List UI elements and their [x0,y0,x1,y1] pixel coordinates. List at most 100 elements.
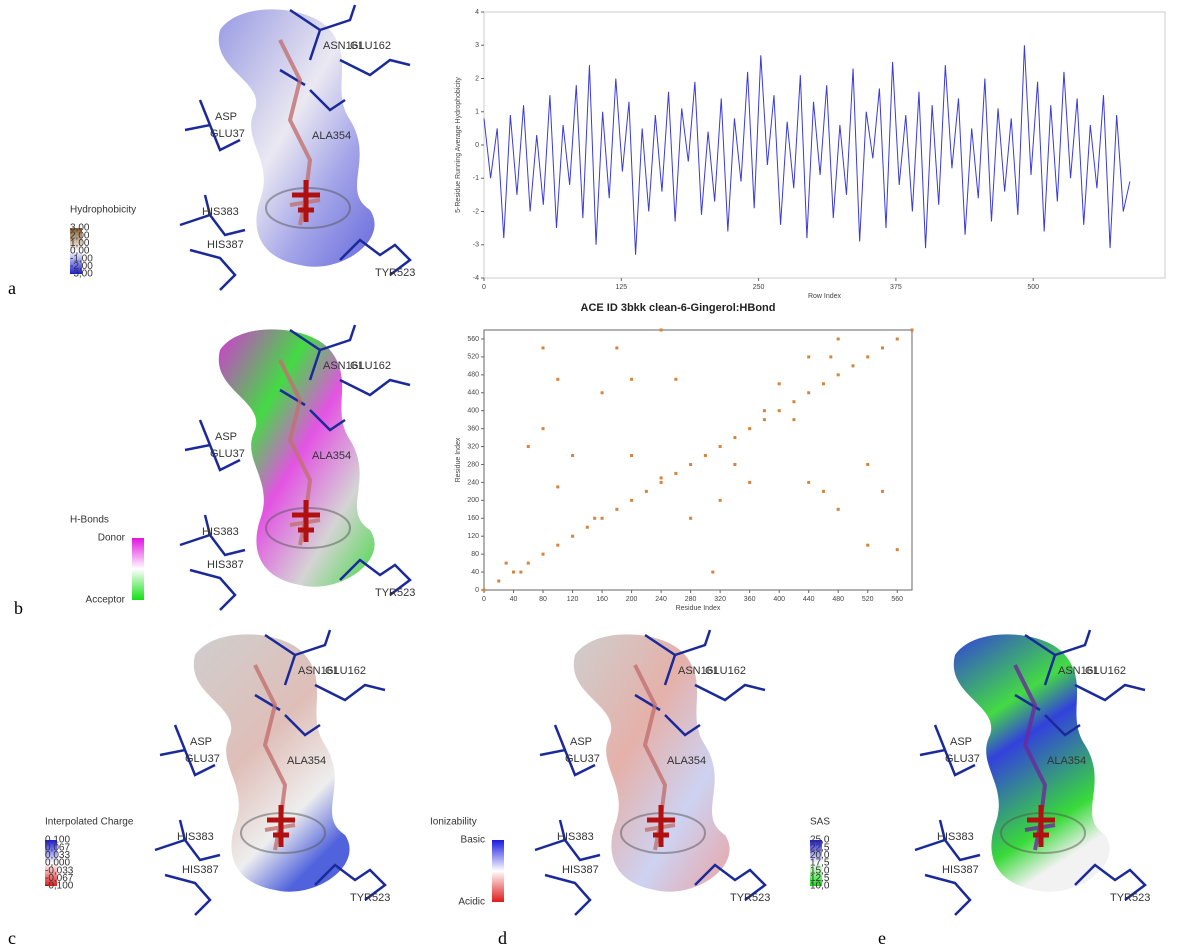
y-tick-label: 560 [467,336,479,343]
contact-point [711,570,715,574]
contact-point [600,391,604,395]
x-tick-label: 250 [753,284,765,291]
residue-label: ASP [570,736,592,748]
residue-label: ASP [190,736,212,748]
y-tick-label: 360 [467,425,479,432]
y-tick-label: 80 [471,551,479,558]
contact-point [880,346,884,350]
legend-label: 0,00 [70,246,90,257]
residue-label: HIS387 [182,864,219,876]
ligand-core [292,180,320,222]
panel-letter: a [8,278,16,298]
residue-label: TYR523 [1110,892,1150,904]
residue-label: HIS387 [942,864,979,876]
residue-stick [314,683,386,702]
contact-point [571,534,575,538]
legend-label: -0,100 [45,881,74,892]
molecular-surface [218,9,375,267]
contact-point [659,480,663,484]
contact-point [895,337,899,341]
legend-label: 3,00 [70,223,90,234]
residue-stick [154,819,221,862]
residue-stick [924,873,972,916]
molecular-surface [218,329,375,587]
contact-point [512,570,516,574]
residue-label: GLU162 [350,360,391,372]
ligand-core [1027,805,1055,847]
legend-title: H-Bonds [70,515,109,526]
contact-point [541,552,545,556]
legend-colorbar [70,228,82,274]
x-tick-label: 375 [890,284,902,291]
legend-title: SAS [810,817,830,828]
residue-stick [159,724,216,777]
contact-point [807,480,811,484]
residue-label: GLU37 [945,753,980,765]
residue-stick [339,558,412,596]
panel-letter: b [14,598,23,618]
y-tick-label: -3 [473,242,479,249]
contact-point [689,462,693,466]
x-tick-label: 240 [655,596,667,603]
contact-point [571,454,575,458]
residue-label: HIS383 [557,831,594,843]
legend-label: 1,00 [70,238,90,249]
y-tick-label: 1 [475,109,479,116]
legend-label: 25,0 [810,835,830,846]
contact-point [556,377,560,381]
residue-label: GLU37 [185,753,220,765]
molecular-surface [193,634,350,892]
residue-label: GLU162 [705,665,746,677]
residue-stick [919,724,976,777]
residue-label: HIS387 [207,239,244,251]
legend-colorbar [45,840,57,886]
residue-stick [1024,629,1092,686]
legend-colorbar [492,840,504,902]
legend-label: -0,033 [45,865,74,876]
legend-label: 0,100 [45,835,70,846]
legend-label: 22,5 [810,842,830,853]
x-tick-label: 125 [615,284,627,291]
contact-point [748,480,752,484]
contact-point [541,427,545,431]
x-tick-label: 440 [803,596,815,603]
residue-label: ASN161 [323,40,364,52]
residue-label: HIS387 [207,559,244,571]
residue-stick [534,819,601,862]
x-axis-label: Residue Index [676,605,721,612]
x-tick-label: 40 [510,596,518,603]
chart-title: ACE ID 3bkk clean-6-Gingerol:HBond [581,302,776,314]
residue-label: ALA354 [312,450,351,462]
residue-stick [914,819,981,862]
residue-label: ASN161 [323,360,364,372]
contact-point [910,328,914,332]
residue-label: ALA354 [287,755,326,767]
residue-label: HIS387 [562,864,599,876]
contact-point [615,507,619,511]
y-tick-label: 2 [475,75,479,82]
x-tick-label: 120 [567,596,579,603]
ligand-core [292,500,320,542]
contact-point [895,548,899,552]
x-tick-label: 500 [1027,284,1039,291]
contact-point [585,525,589,529]
legend-label: 17,5 [810,858,830,869]
residue-label: HIS383 [202,206,239,218]
residue-label: ASP [215,431,237,443]
residue-stick [539,724,596,777]
legend-label: -2,00 [70,261,93,272]
contact-point [718,498,722,502]
residue-label: HIS383 [202,526,239,538]
legend-colorbar [132,538,144,600]
y-tick-label: 0 [475,587,479,594]
y-tick-label: 280 [467,461,479,468]
legend-label: -1,00 [70,253,93,264]
legend-label: 20,0 [810,850,830,861]
contact-point [792,418,796,422]
contact-point [630,454,634,458]
residue-stick [289,4,357,61]
contact-point [851,364,855,368]
residue-stick [179,514,246,557]
x-tick-label: 400 [773,596,785,603]
